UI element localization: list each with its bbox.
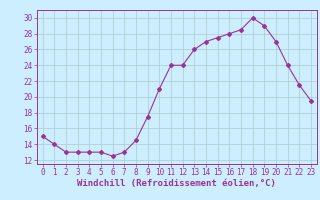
- X-axis label: Windchill (Refroidissement éolien,°C): Windchill (Refroidissement éolien,°C): [77, 179, 276, 188]
